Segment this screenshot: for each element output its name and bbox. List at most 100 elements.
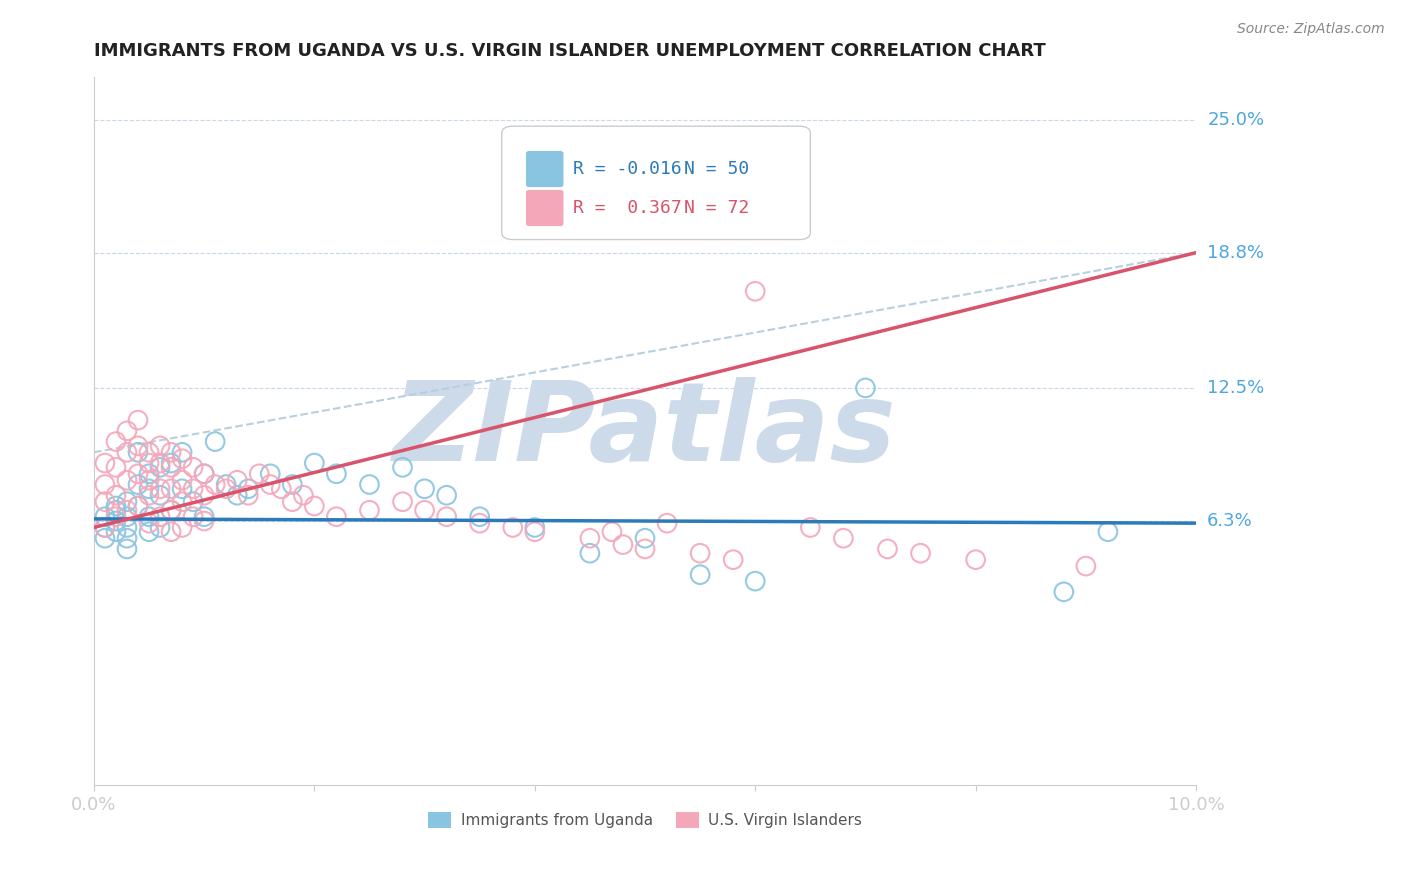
Point xyxy=(215,477,238,491)
Point xyxy=(612,538,634,552)
Point xyxy=(160,482,183,496)
Point xyxy=(115,445,138,459)
Point xyxy=(1074,559,1097,574)
Point xyxy=(247,467,270,481)
Point xyxy=(281,477,304,491)
Text: N = 50: N = 50 xyxy=(683,160,749,178)
Point xyxy=(149,439,172,453)
Point xyxy=(138,488,160,502)
Point xyxy=(127,439,149,453)
Point xyxy=(226,488,249,502)
Point xyxy=(115,520,138,534)
Point xyxy=(325,509,347,524)
Point xyxy=(160,445,183,459)
Point xyxy=(855,381,877,395)
Point xyxy=(160,503,183,517)
Point xyxy=(160,503,183,517)
Point xyxy=(127,477,149,491)
Point xyxy=(579,546,602,560)
Point xyxy=(127,445,149,459)
Point xyxy=(94,477,117,491)
Point xyxy=(359,503,381,517)
Point xyxy=(127,499,149,513)
Point xyxy=(104,460,127,475)
Point xyxy=(259,477,281,491)
Point xyxy=(172,494,194,508)
Point xyxy=(138,473,160,487)
Point xyxy=(127,499,149,513)
Legend: Immigrants from Uganda, U.S. Virgin Islanders: Immigrants from Uganda, U.S. Virgin Isla… xyxy=(422,806,868,834)
Point xyxy=(238,482,260,496)
Point xyxy=(689,546,711,560)
Point xyxy=(1053,585,1076,599)
Point xyxy=(172,473,194,487)
Point xyxy=(910,546,932,560)
Point xyxy=(127,413,149,427)
Point xyxy=(138,456,160,470)
Text: R = -0.016: R = -0.016 xyxy=(574,160,682,178)
Point xyxy=(160,524,183,539)
Point xyxy=(965,552,987,566)
Point xyxy=(104,434,127,449)
Point xyxy=(270,482,292,496)
Text: ZIPatlas: ZIPatlas xyxy=(394,377,897,484)
Point xyxy=(523,520,546,534)
Point xyxy=(634,541,657,556)
Point xyxy=(1097,524,1119,539)
Point xyxy=(94,494,117,508)
FancyBboxPatch shape xyxy=(526,190,564,226)
Point xyxy=(832,531,855,545)
Point xyxy=(104,488,127,502)
Point xyxy=(115,503,138,517)
Text: 18.8%: 18.8% xyxy=(1208,244,1264,261)
Point xyxy=(391,494,413,508)
Point xyxy=(172,482,194,496)
Point xyxy=(94,509,117,524)
Point xyxy=(138,516,160,531)
FancyBboxPatch shape xyxy=(526,151,564,187)
Point xyxy=(413,503,436,517)
Point xyxy=(193,467,215,481)
Point xyxy=(502,520,524,534)
Point xyxy=(138,524,160,539)
Point xyxy=(744,285,766,299)
Point xyxy=(149,520,172,534)
Point xyxy=(689,567,711,582)
Point xyxy=(115,494,138,508)
Point xyxy=(172,451,194,466)
Point xyxy=(292,488,315,502)
Point xyxy=(304,499,326,513)
Point xyxy=(172,445,194,459)
Point xyxy=(468,509,491,524)
Point xyxy=(172,520,194,534)
Point xyxy=(468,516,491,531)
Point xyxy=(149,460,172,475)
Text: 6.3%: 6.3% xyxy=(1208,512,1253,530)
Point xyxy=(115,531,138,545)
Point xyxy=(634,531,657,545)
Point xyxy=(94,531,117,545)
Point xyxy=(325,467,347,481)
Point xyxy=(181,509,204,524)
Point xyxy=(721,552,744,566)
Point xyxy=(799,520,821,534)
Point xyxy=(193,488,215,502)
Text: R =  0.367: R = 0.367 xyxy=(574,199,682,217)
Point xyxy=(160,456,183,470)
Point xyxy=(149,456,172,470)
Point xyxy=(193,467,215,481)
Point xyxy=(104,499,127,513)
Point xyxy=(104,514,127,528)
Point xyxy=(238,488,260,502)
Point xyxy=(876,541,898,556)
Point xyxy=(160,460,183,475)
Point xyxy=(138,509,160,524)
Point xyxy=(226,473,249,487)
Point xyxy=(744,574,766,588)
FancyBboxPatch shape xyxy=(502,126,810,240)
Point xyxy=(104,524,127,539)
Point xyxy=(600,524,623,539)
Point xyxy=(215,482,238,496)
Point xyxy=(436,509,458,524)
Text: IMMIGRANTS FROM UGANDA VS U.S. VIRGIN ISLANDER UNEMPLOYMENT CORRELATION CHART: IMMIGRANTS FROM UGANDA VS U.S. VIRGIN IS… xyxy=(94,42,1046,60)
